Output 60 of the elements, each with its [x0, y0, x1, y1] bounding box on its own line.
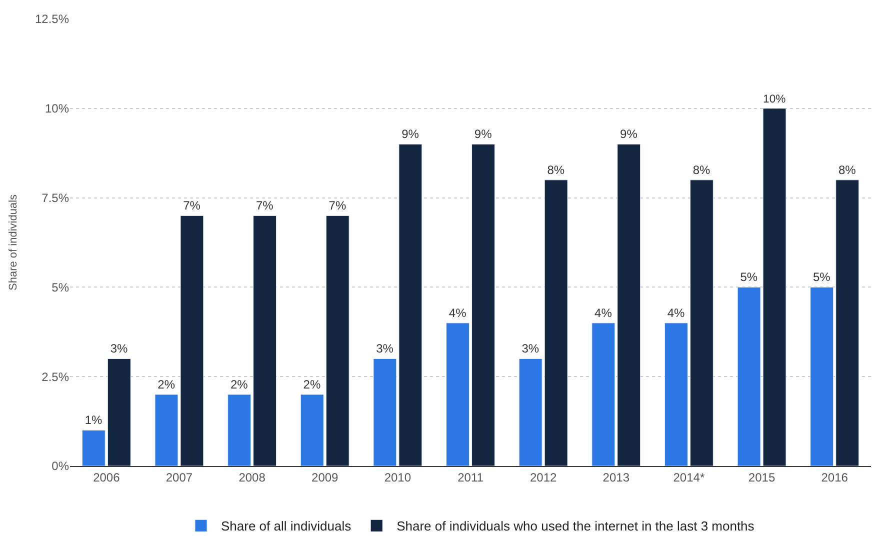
data-label: 5%	[740, 270, 758, 284]
x-tick-label: 2014*	[673, 470, 705, 484]
legend-label: Share of individuals who used the internet in the last 3 months	[396, 518, 755, 534]
data-label: 7%	[328, 198, 346, 213]
bar	[544, 180, 568, 466]
x-tick-label: 2010	[384, 470, 412, 484]
bar	[326, 215, 350, 466]
data-label: 7%	[256, 198, 274, 213]
data-label: 1%	[84, 413, 102, 428]
y-tick-label: 10%	[44, 102, 70, 116]
data-label: 7%	[183, 198, 201, 213]
data-label: 3%	[110, 342, 128, 356]
bar	[472, 144, 495, 466]
bar	[228, 394, 252, 466]
bar	[253, 215, 277, 466]
data-label: 8%	[692, 162, 711, 177]
bar	[617, 144, 641, 466]
bar	[373, 358, 397, 466]
x-tick-label: 2016	[821, 470, 848, 484]
data-label: 4%	[448, 306, 467, 320]
y-tick-label: 12.5%	[34, 12, 70, 26]
data-label: 9%	[402, 127, 420, 142]
x-tick-label: 2012	[530, 470, 557, 484]
data-label: 8%	[547, 162, 565, 177]
bar	[836, 180, 860, 466]
bar	[690, 180, 714, 466]
data-label: 2%	[303, 377, 321, 392]
data-label: 2%	[230, 377, 248, 392]
data-label: 2%	[158, 377, 176, 392]
data-label: 4%	[594, 306, 612, 320]
bar	[300, 394, 324, 466]
bar	[446, 322, 470, 466]
x-tick-label: 2007	[166, 470, 193, 484]
y-tick-label: 2.5%	[42, 370, 70, 384]
bar	[107, 358, 131, 466]
bar	[810, 286, 834, 466]
data-label: 4%	[667, 306, 686, 320]
x-tick-label: 2009	[312, 470, 339, 484]
data-label: 9%	[620, 127, 638, 142]
bar	[518, 358, 542, 466]
data-label: 10%	[763, 94, 786, 106]
y-tick-label: 5%	[52, 280, 70, 294]
x-tick-label: 2015	[748, 470, 776, 484]
data-label: 3%	[376, 342, 394, 356]
bar	[664, 322, 688, 466]
y-tick-label: 0%	[52, 459, 70, 474]
x-tick-label: 2011	[458, 470, 484, 484]
x-tick-label: 2013	[602, 470, 630, 484]
y-tick-label: 7.5%	[42, 191, 70, 205]
data-label: 9%	[474, 127, 492, 142]
data-label: 8%	[838, 162, 856, 177]
bar	[82, 430, 106, 466]
bar	[398, 144, 422, 466]
y-axis-title: Share of individuals	[8, 194, 20, 291]
legend-label: Share of all individuals	[221, 518, 352, 534]
x-tick-label: 2008	[238, 470, 266, 484]
bar	[592, 322, 616, 466]
x-tick-label: 2006	[93, 470, 120, 484]
data-label: 3%	[522, 342, 540, 356]
data-label: 5%	[813, 270, 831, 284]
